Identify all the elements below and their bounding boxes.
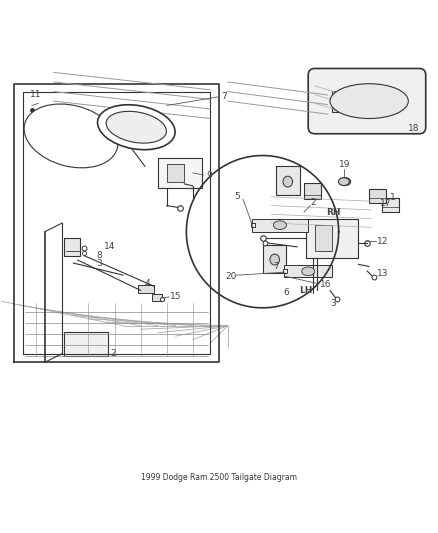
Text: 4: 4 <box>145 279 151 288</box>
Ellipse shape <box>283 176 293 187</box>
Text: 14: 14 <box>104 243 115 252</box>
Ellipse shape <box>339 177 350 185</box>
Bar <box>158 158 201 188</box>
Ellipse shape <box>24 104 118 168</box>
Text: 3: 3 <box>96 259 102 268</box>
Text: 3: 3 <box>330 299 336 308</box>
Bar <box>262 245 286 273</box>
Bar <box>167 164 184 182</box>
Text: 12: 12 <box>377 237 388 246</box>
Bar <box>315 225 332 251</box>
Bar <box>138 285 154 293</box>
Text: 2: 2 <box>110 349 116 358</box>
Bar <box>276 166 300 195</box>
Text: 20: 20 <box>226 272 237 280</box>
Text: 17: 17 <box>380 199 392 208</box>
Text: LH: LH <box>300 286 313 295</box>
Text: 1: 1 <box>390 193 396 202</box>
Bar <box>382 198 399 212</box>
Bar <box>64 332 108 356</box>
Text: 6: 6 <box>283 288 289 297</box>
Text: 9: 9 <box>206 172 212 181</box>
Bar <box>284 265 332 277</box>
Bar <box>152 294 162 301</box>
Text: 5: 5 <box>234 192 240 201</box>
Ellipse shape <box>330 84 408 118</box>
Ellipse shape <box>302 267 315 276</box>
Ellipse shape <box>273 221 286 230</box>
Bar <box>304 182 321 199</box>
Text: 2: 2 <box>311 198 316 207</box>
Text: 15: 15 <box>170 293 182 302</box>
Bar <box>369 189 386 204</box>
Text: 13: 13 <box>377 269 388 278</box>
Ellipse shape <box>98 105 175 150</box>
Text: 18: 18 <box>408 124 420 133</box>
Text: 11: 11 <box>30 90 41 99</box>
Text: 8: 8 <box>96 251 102 260</box>
Bar <box>252 219 308 232</box>
Text: 1999 Dodge Ram 2500 Tailgate Diagram: 1999 Dodge Ram 2500 Tailgate Diagram <box>141 473 297 482</box>
Bar <box>306 219 358 258</box>
Ellipse shape <box>106 111 166 143</box>
Bar <box>332 91 350 112</box>
Bar <box>64 238 80 256</box>
FancyBboxPatch shape <box>308 68 426 134</box>
Ellipse shape <box>270 254 279 265</box>
Ellipse shape <box>340 177 351 185</box>
Text: RH: RH <box>325 207 340 216</box>
Text: 19: 19 <box>339 160 350 169</box>
Text: 7: 7 <box>221 92 227 101</box>
Text: 7: 7 <box>273 262 279 271</box>
Text: 16: 16 <box>320 280 332 289</box>
